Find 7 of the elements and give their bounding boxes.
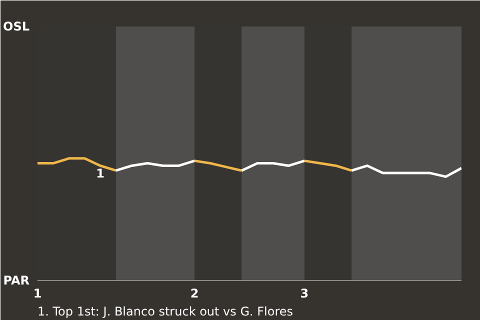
x-tick-label: 2 xyxy=(190,286,199,300)
text: OSL xyxy=(3,20,30,34)
x-tick-label: 3 xyxy=(300,286,309,300)
text: PAR xyxy=(3,274,30,288)
annotation: 1 xyxy=(96,166,104,181)
text: 1. Top 1st: J. Blanco struck out vs G. Flores xyxy=(38,304,294,318)
x-tick-label: 1 xyxy=(33,286,42,300)
